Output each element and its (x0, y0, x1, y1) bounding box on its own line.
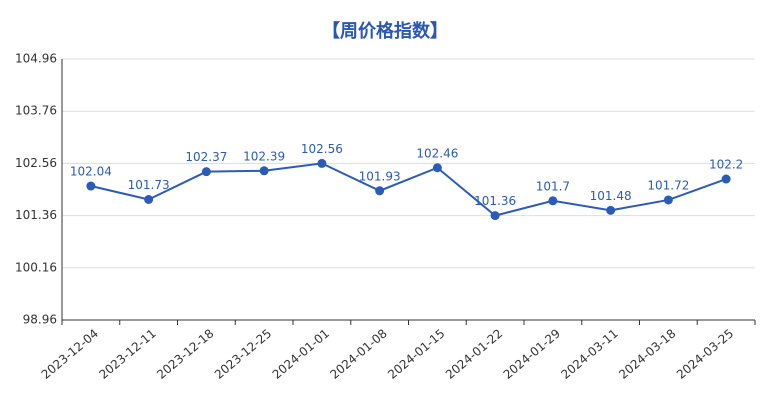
x-tick-label: 2023-12-04 (39, 326, 101, 382)
y-tick-label: 98.96 (23, 313, 57, 327)
data-label: 102.2 (709, 158, 743, 172)
point (375, 186, 385, 196)
point (548, 196, 558, 206)
point (86, 181, 96, 191)
x-tick-label: 2024-03-18 (616, 326, 678, 382)
data-label: 102.46 (416, 146, 458, 160)
y-tick-label: 104.96 (15, 52, 57, 66)
point (432, 163, 442, 173)
y-tick-label: 100.16 (15, 260, 57, 274)
point (317, 158, 327, 168)
data-label: 102.56 (301, 142, 343, 156)
x-tick-label: 2023-12-25 (212, 326, 274, 382)
point (721, 174, 731, 184)
data-label: 101.7 (536, 179, 570, 193)
y-tick-label: 103.76 (15, 104, 57, 118)
point (144, 195, 154, 205)
data-label: 102.37 (185, 150, 227, 164)
x-tick-label: 2024-01-22 (443, 326, 505, 382)
x-tick-label: 2024-01-29 (501, 326, 563, 382)
data-label: 101.48 (590, 189, 632, 203)
x-tick-label: 2024-01-08 (327, 326, 389, 382)
x-tick-label: 2024-01-01 (270, 326, 332, 382)
x-tick-label: 2024-03-11 (558, 326, 620, 382)
point (490, 211, 500, 221)
y-tick-label: 101.36 (15, 208, 57, 222)
x-tick-label: 2024-03-25 (674, 326, 736, 382)
data-label: 102.04 (70, 165, 112, 179)
y-tick-label: 102.56 (15, 156, 57, 170)
x-tick-label: 2023-12-11 (96, 326, 158, 382)
point (259, 166, 269, 176)
data-label: 102.39 (243, 149, 285, 163)
data-label: 101.93 (359, 169, 401, 183)
data-label: 101.72 (647, 178, 689, 192)
x-tick-label: 2023-12-18 (154, 326, 216, 382)
point (201, 167, 211, 177)
x-tick-label: 2024-01-15 (385, 326, 447, 382)
chart-title: 【周价格指数】 (322, 20, 448, 42)
data-label: 101.36 (474, 194, 516, 208)
point (606, 205, 616, 215)
point (663, 195, 673, 205)
line (90, 162, 727, 217)
data-label: 101.73 (128, 178, 170, 192)
